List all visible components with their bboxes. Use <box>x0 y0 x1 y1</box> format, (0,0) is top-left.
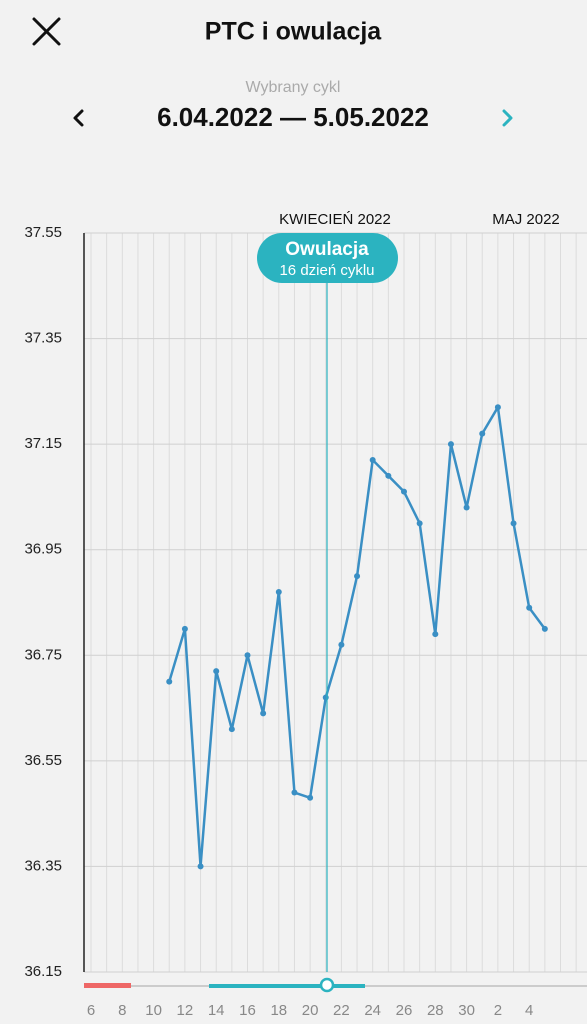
x-tick-label: 24 <box>364 1002 381 1019</box>
x-tick-label: 30 <box>458 1002 475 1019</box>
temperature-point <box>244 652 251 659</box>
next-cycle[interactable] <box>502 109 513 127</box>
temperature-point <box>197 863 204 870</box>
temperature-point <box>181 625 188 632</box>
temperature-point <box>354 573 361 580</box>
fertile-bar <box>209 984 365 988</box>
temperature-point <box>338 641 345 648</box>
x-tick-label: 28 <box>427 1002 444 1019</box>
cycle-range: 6.04.2022 — 5.05.2022 <box>157 102 429 132</box>
x-tick-label: 20 <box>302 1002 319 1019</box>
temperature-point <box>447 441 454 448</box>
temperature-point <box>432 631 439 638</box>
temperature-point <box>526 604 533 611</box>
x-tick-label: 12 <box>177 1002 194 1019</box>
x-tick-label: 2 <box>494 1002 502 1019</box>
y-tick-label: 37.35 <box>24 330 62 347</box>
y-tick-label: 36.15 <box>24 963 62 980</box>
temperature-point <box>166 678 173 685</box>
temperature-point <box>541 625 548 632</box>
x-tick-label: 22 <box>333 1002 350 1019</box>
temperature-point <box>463 504 470 511</box>
y-tick-label: 37.15 <box>24 435 62 452</box>
temperature-point <box>213 668 220 675</box>
y-tick-label: 37.55 <box>24 224 62 241</box>
temperature-point <box>291 789 298 796</box>
ovulation-marker[interactable] <box>319 977 335 993</box>
temperature-point <box>479 430 486 437</box>
x-tick-label: 6 <box>87 1002 95 1019</box>
y-tick-label: 36.95 <box>24 541 62 558</box>
temperature-point <box>369 456 376 463</box>
ovulation-day: 16 dzień cyklu <box>279 262 374 279</box>
temperature-point <box>307 794 314 801</box>
prev-cycle[interactable] <box>73 109 84 127</box>
x-tick-label: 16 <box>239 1002 256 1019</box>
cycle-label: Wybrany cykl <box>246 79 341 96</box>
temperature-point <box>401 488 407 495</box>
x-tick-label: 4 <box>525 1002 533 1019</box>
x-tick-label: 18 <box>270 1002 287 1019</box>
y-tick-label: 36.55 <box>24 752 62 769</box>
period-bar <box>84 983 131 988</box>
temperature-point <box>416 520 423 527</box>
plot: 36.15 36.35 36.55 36.75 36.95 37.15 37.35 37.55 <box>24 224 587 980</box>
month-label: MAJ 2022 <box>492 211 560 228</box>
x-tick-label: 26 <box>396 1002 413 1019</box>
ovulation-title: Owulacja <box>285 239 369 260</box>
ovulation-badge <box>257 233 398 283</box>
temperature-point <box>510 520 517 527</box>
screen-title: PTC i owulacja <box>205 18 383 46</box>
temperature-point <box>228 726 235 733</box>
y-tick-label: 36.35 <box>24 857 62 874</box>
temperature-point <box>275 588 282 595</box>
temperature-point <box>322 694 329 701</box>
temperature-point <box>494 404 501 411</box>
x-tick-label: 10 <box>145 1002 162 1019</box>
x-tick-label: 14 <box>208 1002 225 1019</box>
y-tick-label: 36.75 <box>24 646 62 663</box>
close-button[interactable] <box>32 17 61 46</box>
temperature-point <box>385 472 392 479</box>
x-tick-label: 8 <box>118 1002 126 1019</box>
month-label: KWIECIEŃ 2022 <box>279 211 391 228</box>
temperature-point <box>260 710 267 717</box>
